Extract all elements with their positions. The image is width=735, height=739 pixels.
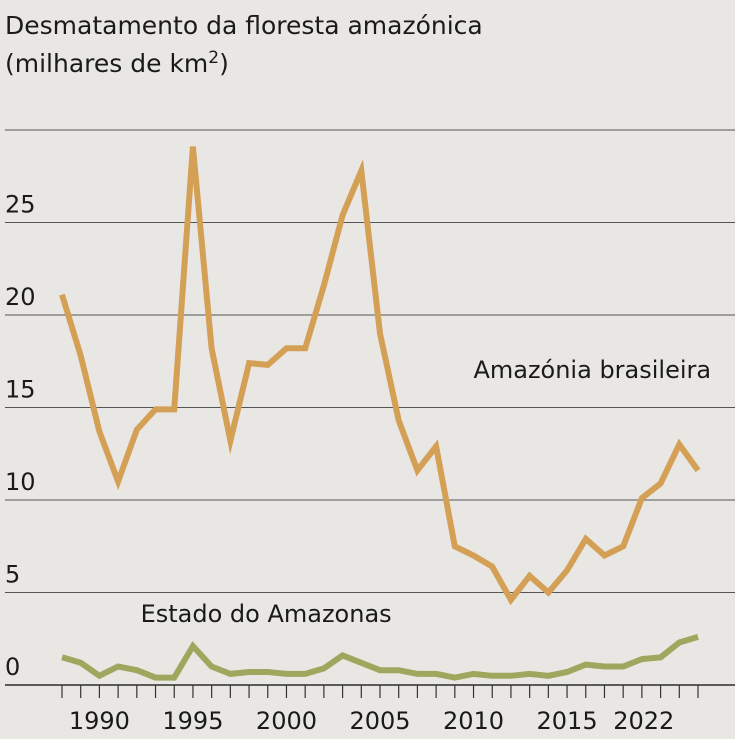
x-tick-label-1990: 1990 <box>69 707 130 735</box>
series-lines <box>59 146 701 681</box>
series-label-1: Estado do Amazonas <box>141 600 392 628</box>
chart-title-line2-suffix: ) <box>219 49 229 78</box>
series-line-0 <box>59 146 701 606</box>
x-tick-label-2000: 2000 <box>256 707 317 735</box>
series-label-0: Amazónia brasileira <box>473 356 711 384</box>
x-tick-label-2010: 2010 <box>443 707 504 735</box>
y-tick-label-5: 5 <box>5 561 20 589</box>
y-tick-label-20: 20 <box>5 283 36 311</box>
chart-title-line1: Desmatamento da floresta amazónica <box>5 11 483 40</box>
chart-title-line2-sup: 2 <box>208 48 219 68</box>
x-tick-label-2015: 2015 <box>537 707 598 735</box>
y-tick-label-15: 15 <box>5 376 36 404</box>
y-tick-label-10: 10 <box>5 468 36 496</box>
x-tick-label-2022: 2022 <box>613 707 674 735</box>
chart-title-line2-prefix: (milhares de km <box>5 49 208 78</box>
x-tick-label-1995: 1995 <box>162 707 223 735</box>
y-tick-label-0: 0 <box>5 653 20 681</box>
x-tick-label-2005: 2005 <box>349 707 410 735</box>
chart-title-line2: (milhares de km2) <box>5 48 229 78</box>
series-labels: Amazónia brasileira Estado do Amazonas <box>141 356 712 628</box>
series-line-1 <box>61 634 699 681</box>
y-tick-label-25: 25 <box>5 191 36 219</box>
x-axis: 1990 1995 2000 2005 2010 2015 2022 <box>61 685 699 735</box>
y-tick-labels: 0 5 10 15 20 25 <box>5 191 36 682</box>
